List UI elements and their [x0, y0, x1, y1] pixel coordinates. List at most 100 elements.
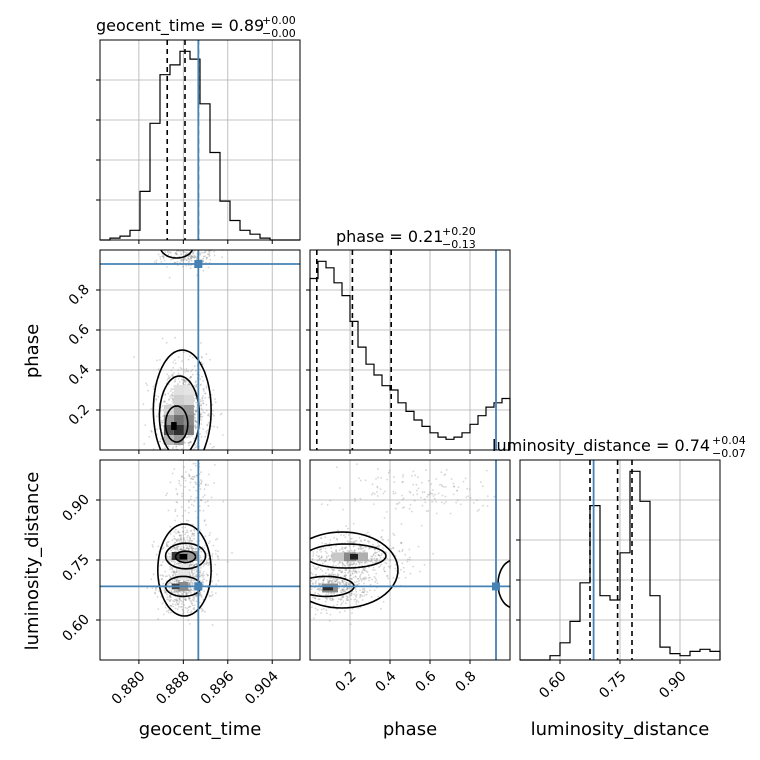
scatter-point: [180, 562, 183, 565]
scatter-point: [145, 382, 147, 385]
scatter-point: [317, 566, 320, 569]
scatter-point: [181, 265, 184, 268]
scatter-point: [207, 574, 209, 577]
title-luminosity-distance: luminosity_distance = 0.74: [492, 436, 710, 456]
scatter-point: [185, 259, 188, 262]
scatter-point: [174, 380, 177, 382]
scatter-point: [200, 595, 203, 597]
scatter-point: [205, 483, 207, 486]
scatter-point: [353, 497, 356, 500]
scatter-point: [186, 531, 189, 534]
scatter-point: [150, 578, 153, 581]
scatter-point: [163, 259, 166, 262]
scatter-point: [162, 582, 165, 585]
scatter-point: [200, 550, 203, 553]
scatter-point: [180, 536, 182, 538]
scatter-point: [341, 548, 344, 551]
scatter-point: [174, 538, 177, 540]
scatter-point: [200, 416, 202, 418]
scatter-point: [176, 548, 179, 551]
scatter-point: [382, 547, 384, 549]
scatter-point: [170, 589, 173, 592]
scatter-point: [435, 478, 438, 480]
scatter-point: [150, 408, 153, 410]
scatter-point: [165, 544, 168, 546]
scatter-point: [464, 477, 467, 480]
scatter-point: [317, 582, 320, 585]
scatter-point: [177, 539, 180, 542]
scatter-point: [167, 445, 170, 448]
scatter-point: [188, 583, 191, 586]
scatter-point: [320, 548, 323, 551]
scatter-point: [195, 569, 198, 572]
scatter-point: [176, 492, 179, 495]
scatter-point: [417, 545, 420, 548]
scatter-point: [173, 531, 176, 533]
scatter-point: [173, 600, 176, 603]
scatter-point: [174, 598, 177, 601]
scatter-point: [185, 259, 188, 261]
scatter-point: [364, 539, 366, 541]
scatter-point: [166, 541, 169, 544]
scatter-point: [342, 550, 344, 553]
scatter-point: [352, 562, 355, 565]
scatter-point: [166, 596, 169, 599]
scatter-point: [201, 574, 204, 577]
scatter-point: [333, 578, 336, 581]
scatter-point: [178, 381, 181, 383]
scatter-point: [189, 539, 192, 542]
scatter-point: [195, 571, 198, 573]
scatter-point: [456, 490, 459, 492]
scatter-point: [364, 576, 366, 579]
scatter-point: [403, 570, 405, 573]
scatter-point: [200, 383, 203, 386]
scatter-point: [200, 436, 203, 438]
scatter-point: [172, 395, 175, 397]
scatter-point: [430, 483, 433, 485]
scatter-point: [380, 477, 383, 479]
scatter-point: [186, 545, 189, 547]
scatter-point: [164, 400, 166, 403]
scatter-point: [199, 488, 202, 490]
scatter-point: [355, 596, 358, 598]
scatter-point: [338, 581, 341, 584]
scatter-point: [207, 504, 210, 507]
scatter-point: [168, 399, 170, 401]
scatter-point: [160, 421, 163, 424]
scatter-point: [329, 558, 331, 561]
scatter-point: [167, 250, 169, 253]
scatter-point: [476, 499, 478, 502]
scatter-point: [182, 546, 185, 549]
scatter-point: [184, 257, 186, 259]
scatter-point: [364, 561, 366, 564]
scatter-point: [187, 547, 190, 550]
scatter-point: [208, 473, 210, 476]
scatter-point: [194, 446, 197, 449]
scatter-point: [172, 375, 175, 377]
scatter-point: [453, 485, 455, 488]
scatter-point: [329, 599, 332, 602]
scatter-point: [177, 531, 180, 534]
scatter-point: [199, 580, 202, 582]
scatter-point: [392, 490, 395, 493]
scatter-point: [311, 582, 314, 585]
scatter-point: [341, 595, 344, 597]
scatter-point: [341, 565, 344, 567]
scatter-point: [204, 250, 207, 253]
scatter-point: [359, 561, 362, 564]
scatter-point: [339, 598, 342, 600]
scatter-point: [169, 600, 172, 602]
scatter-point: [319, 583, 322, 585]
scatter-point: [334, 580, 337, 583]
scatter-point: [345, 525, 348, 527]
scatter-point: [159, 440, 161, 443]
scatter-point: [432, 495, 435, 497]
scatter-point: [207, 253, 209, 256]
scatter-point: [437, 492, 440, 495]
scatter-point: [164, 606, 167, 609]
scatter-point: [178, 534, 181, 537]
scatter-point: [386, 557, 388, 560]
scatter-point: [402, 475, 404, 478]
scatter-point: [421, 491, 424, 493]
scatter-point: [427, 494, 429, 496]
